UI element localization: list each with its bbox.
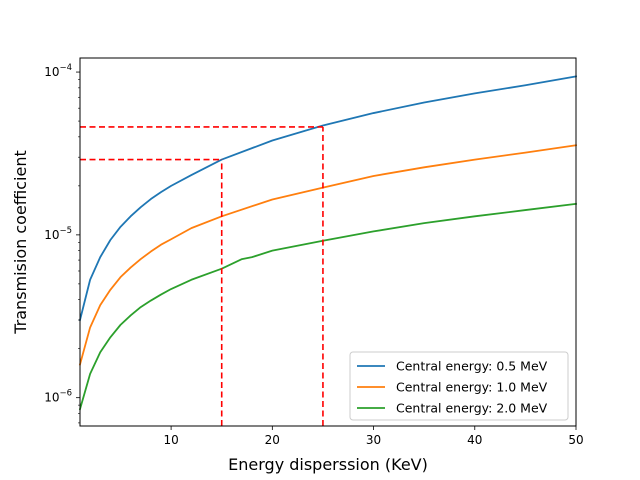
x-tick-label: 10	[163, 433, 178, 447]
x-tick-label: 30	[366, 433, 381, 447]
y-axis-label: Transmision coefficient	[11, 150, 30, 335]
legend-label-1: Central energy: 1.0 MeV	[396, 380, 548, 395]
x-axis-ticks: 10 20 30 40 50	[163, 426, 584, 447]
legend-frame	[349, 351, 569, 421]
x-tick-label: 20	[265, 433, 280, 447]
legend: Central energy: 0.5 MeV Central energy: 1…	[349, 351, 569, 421]
legend-label-2: Central energy: 2.0 MeV	[396, 401, 548, 416]
y-axis-ticks: 10−6 10−5 10−4	[44, 63, 80, 424]
legend-label-0: Central energy: 0.5 MeV	[396, 359, 548, 374]
plot-area-frame	[79, 57, 577, 427]
series-line-1	[78, 144, 578, 366]
y-tick-label: 10−6	[44, 389, 72, 405]
annotation-lines	[80, 126, 324, 426]
series-line-2	[78, 202, 578, 411]
series-line-0	[78, 75, 578, 322]
y-tick-label: 10−5	[44, 226, 72, 242]
x-tick-label: 40	[467, 433, 482, 447]
x-axis-label: Energy disperssion (KeV)	[228, 455, 428, 474]
plot-lines	[78, 75, 578, 411]
y-tick-label: 10−4	[44, 63, 72, 79]
x-tick-label: 50	[568, 433, 583, 447]
